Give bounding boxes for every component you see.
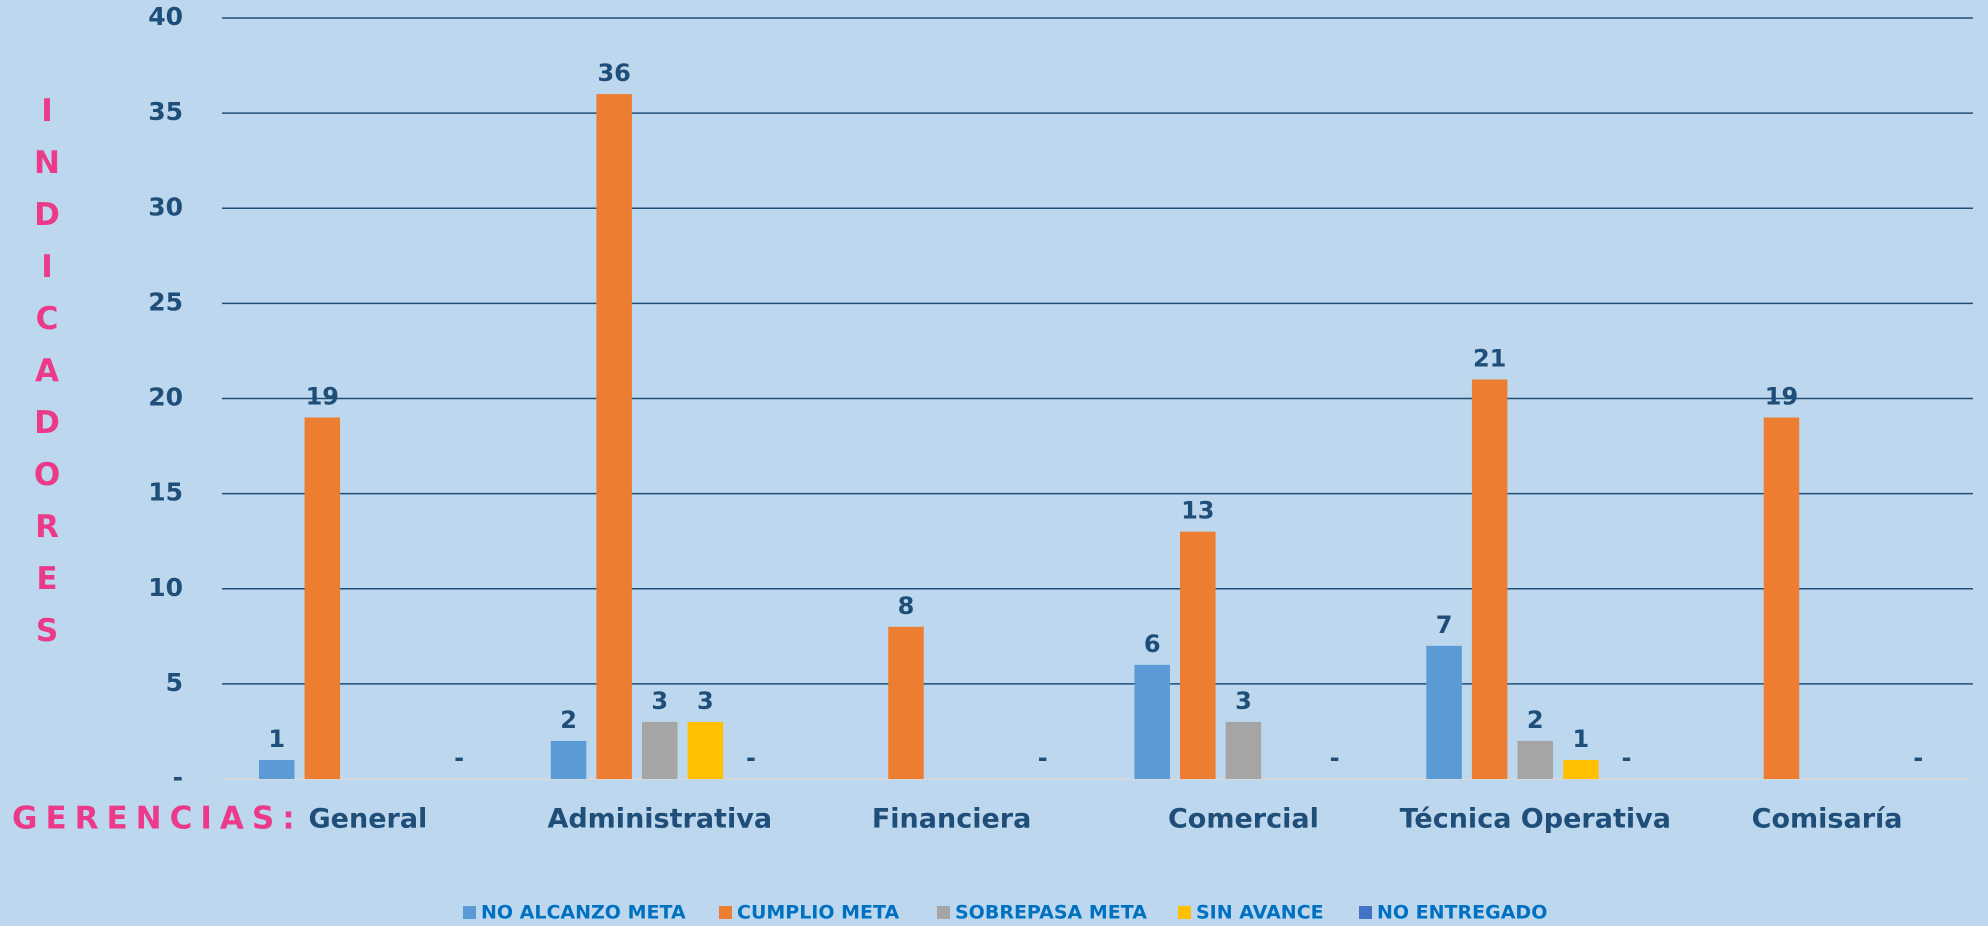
y-tick-label: 30 xyxy=(148,192,183,221)
data-label: 3 xyxy=(1235,687,1252,715)
bar xyxy=(642,721,678,779)
x-tick-label: General xyxy=(309,804,428,835)
y-tick-label: 10 xyxy=(148,573,183,602)
legend-swatch xyxy=(1178,906,1191,919)
legend-label: NO ALCANZO META xyxy=(481,902,686,924)
legend-swatch xyxy=(463,906,476,919)
data-label: - xyxy=(454,744,464,772)
x-axis-title: GERENCIAS: xyxy=(12,801,303,837)
bar xyxy=(596,94,632,780)
bar xyxy=(1517,740,1553,779)
data-label: 1 xyxy=(1572,725,1589,753)
legend-label: SOBREPASA META xyxy=(955,902,1147,924)
data-label: 2 xyxy=(1527,706,1544,734)
data-label: 2 xyxy=(560,706,577,734)
legend-swatch xyxy=(937,906,950,919)
bar xyxy=(1763,417,1800,779)
x-tick-label: Comercial xyxy=(1168,804,1319,835)
data-label: - xyxy=(1038,744,1048,772)
y-tick-label: 35 xyxy=(148,97,183,126)
legend-label: SIN AVANCE xyxy=(1196,902,1324,924)
x-tick-label: Administrativa xyxy=(547,804,772,835)
x-tick-label: Financiera xyxy=(872,804,1031,835)
bar xyxy=(888,626,924,779)
y-tick-label: 20 xyxy=(148,383,183,412)
data-label: 7 xyxy=(1436,611,1453,639)
bar xyxy=(1134,664,1170,779)
bar xyxy=(304,417,341,779)
data-label: 3 xyxy=(697,687,714,715)
data-label: 8 xyxy=(898,592,915,620)
data-label: - xyxy=(746,744,756,772)
bar xyxy=(1563,759,1599,779)
data-label: 36 xyxy=(597,59,630,87)
bar xyxy=(1471,379,1508,779)
data-label: 1 xyxy=(268,725,285,753)
y-tick-label: 5 xyxy=(166,668,183,697)
data-label: 19 xyxy=(306,383,339,411)
data-label: - xyxy=(1330,744,1340,772)
data-label: - xyxy=(1913,744,1923,772)
y-tick-label: 15 xyxy=(148,478,183,507)
bar xyxy=(1180,531,1216,779)
legend-swatch xyxy=(1359,906,1372,919)
data-label: 6 xyxy=(1144,630,1161,658)
y-tick-label: - xyxy=(173,763,183,792)
data-label: 21 xyxy=(1473,344,1506,372)
bar xyxy=(687,721,724,779)
data-label: - xyxy=(1621,744,1631,772)
x-tick-label: Técnica Operativa xyxy=(1400,804,1671,835)
data-label: 13 xyxy=(1181,497,1214,525)
bar xyxy=(1225,721,1262,779)
bar xyxy=(258,759,295,779)
bar xyxy=(1426,645,1462,779)
legend-label: CUMPLIO META xyxy=(737,902,900,924)
bar xyxy=(550,740,587,779)
x-tick-label: Comisaría xyxy=(1752,804,1903,835)
data-label: 19 xyxy=(1765,383,1798,411)
legend-swatch xyxy=(719,906,732,919)
legend-label: NO ENTREGADO xyxy=(1377,902,1547,924)
data-label: 3 xyxy=(651,687,668,715)
y-tick-label: 25 xyxy=(148,287,183,316)
y-tick-label: 40 xyxy=(148,2,183,31)
